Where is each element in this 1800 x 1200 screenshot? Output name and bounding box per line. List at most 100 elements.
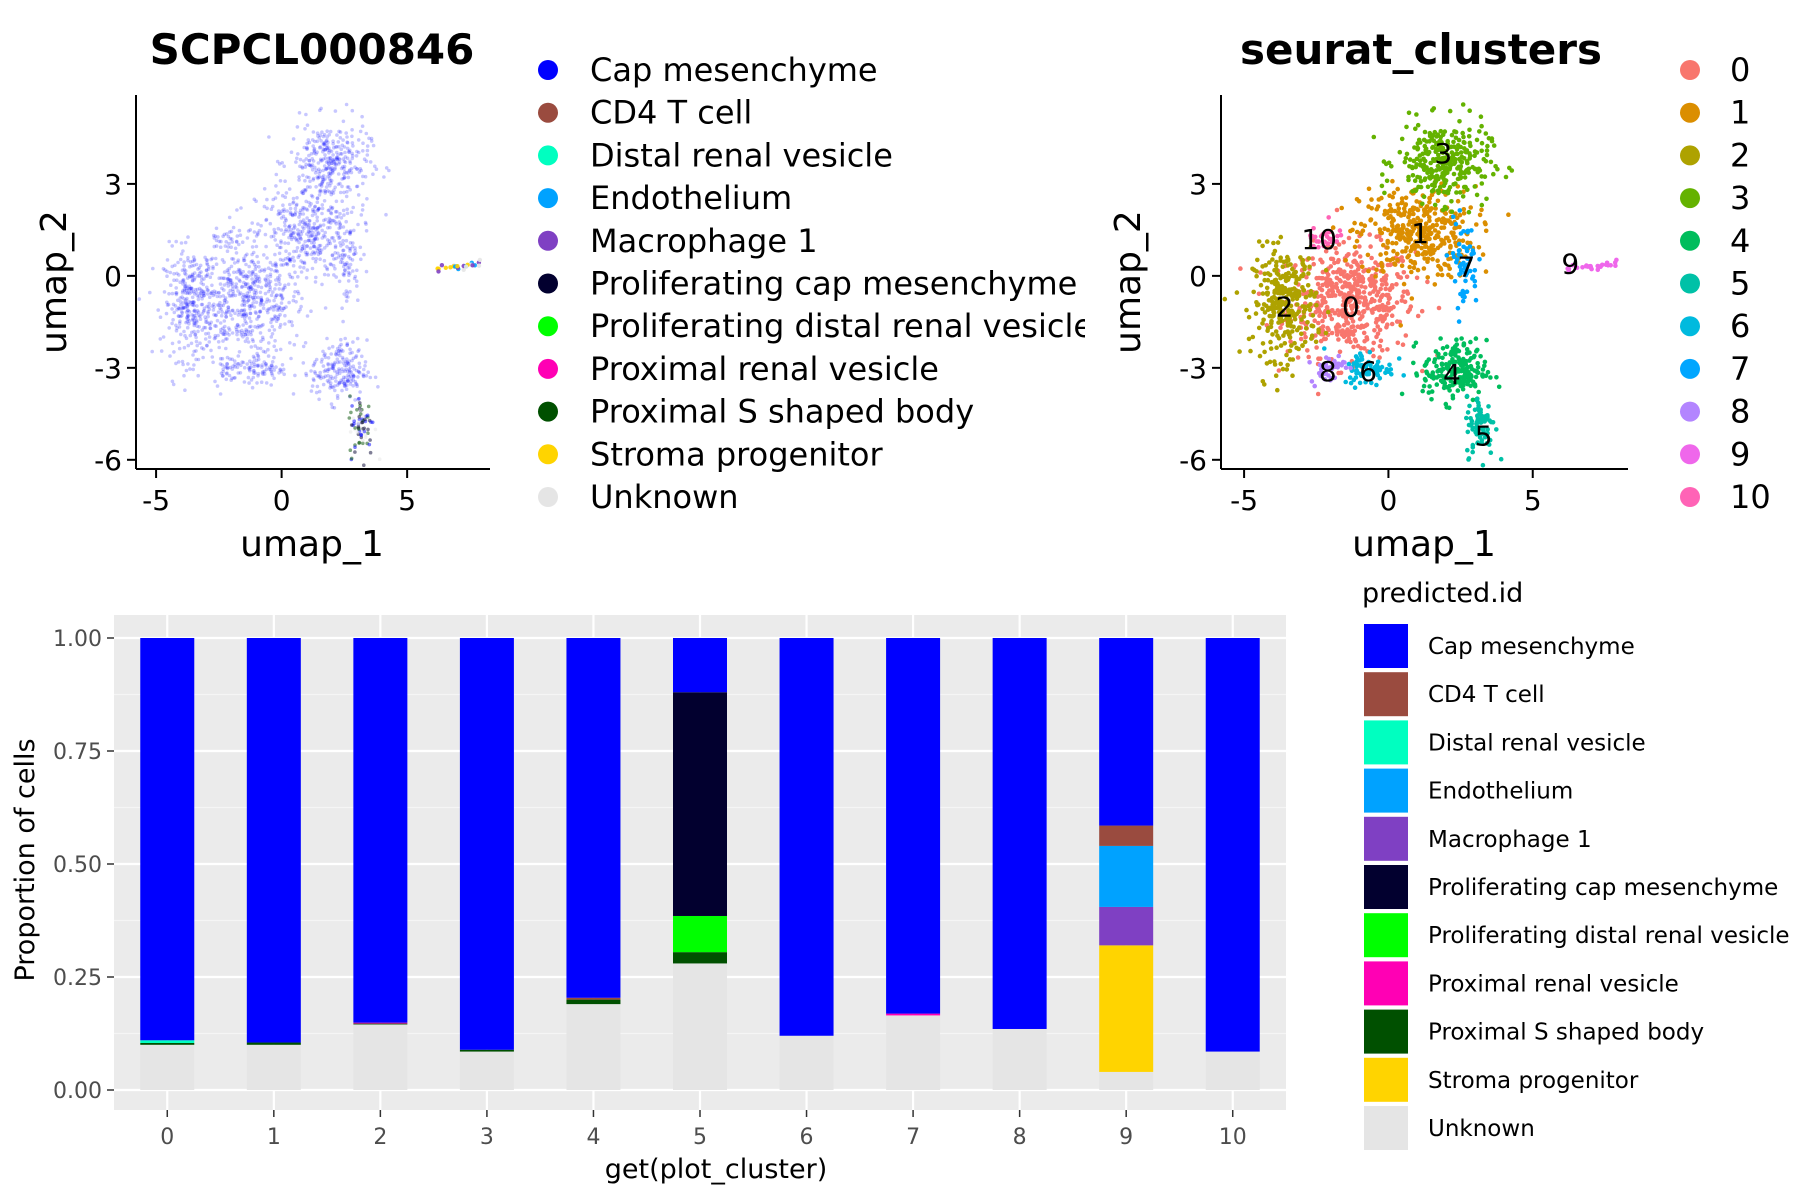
umap-clusters-point [1369,273,1375,279]
umap-celltype-point [323,352,327,356]
umap-celltype-point [244,321,249,326]
umap-celltype-point [340,252,345,257]
umap-celltype-point [309,202,313,206]
umap-celltype-point [345,229,349,234]
umap-clusters-point [1432,180,1438,185]
umap-celltype-point [216,303,220,307]
umap-celltype-point [317,389,322,394]
umap-celltype-point [317,231,321,235]
umap-celltype-point [350,153,355,158]
umap-celltype-point [262,369,267,374]
umap-celltype-point [276,316,281,321]
umap-celltype-point [300,189,305,194]
bar-segment [246,638,301,1043]
umap-celltype-point [186,258,190,263]
umap-celltype-point [348,256,353,261]
umap-celltype-point [302,188,307,192]
umap-celltype-point [350,156,355,161]
umap-celltype-point [235,260,240,264]
umap-celltype-point [331,385,335,390]
umap-clusters-point [1411,360,1416,366]
umap-celltype-point [245,300,249,304]
umap-celltype-point [278,322,283,327]
umap-celltype-point [168,270,173,275]
umap-celltype-point [238,268,242,272]
umap-celltype-point [307,153,311,158]
umap-celltype-point [338,223,342,227]
x-tick-label: -5 [142,484,170,517]
umap-clusters-point [1432,247,1437,253]
umap-clusters-point [1472,353,1477,359]
umap-clusters-point [1434,382,1440,387]
umap-celltype-point [302,206,307,210]
umap-celltype-point [270,365,275,370]
umap-clusters-point [1464,351,1470,356]
umap-celltype-point [175,307,179,312]
umap-celltype-point [278,179,283,183]
umap-celltype-point [373,427,378,432]
umap-celltype-point [312,244,317,249]
umap-celltype-point [238,233,243,237]
umap-celltype-point [320,130,324,134]
umap-clusters-point [1400,258,1406,264]
umap-celltype-point [252,297,256,302]
umap-celltype-point [221,294,226,298]
umap-celltype-point [268,221,273,226]
umap-celltype-point [326,148,330,152]
umap-celltype-point [252,305,257,309]
umap-clusters-point [1454,146,1460,152]
umap-celltype-point [310,233,314,238]
umap-clusters-point [1344,339,1350,344]
umap-celltype-point [361,203,365,207]
umap-celltype-point [245,291,250,296]
umap-celltype-point [175,326,179,330]
umap-celltype-point [357,365,362,370]
umap-celltype-point [236,313,241,317]
umap-clusters-point [1444,344,1450,350]
umap-clusters-point [1278,234,1284,240]
umap-celltype-point [270,204,275,209]
umap-celltype-point [289,356,293,361]
umap-celltype-point [201,347,206,351]
umap-clusters-point [1360,228,1366,233]
umap-celltype-point [340,355,345,360]
umap-celltype-point [335,372,340,377]
umap-celltype-point [272,368,277,372]
umap-celltype-point [311,207,315,212]
umap-celltype-point [187,310,192,314]
umap-clusters-point [1457,208,1463,213]
umap-celltype-point [321,177,325,181]
y-tick-label: -6 [94,444,122,477]
umap-clusters-point [1293,274,1299,280]
umap-celltype-point [232,261,237,265]
umap-celltype-point [350,404,354,408]
umap-clusters-point [1382,226,1387,231]
umap-clusters-point [1488,159,1494,165]
umap-clusters-point [1352,385,1358,391]
umap-clusters-point [1456,319,1462,324]
umap-clusters-point [1352,269,1358,275]
umap-celltype-point [275,269,280,274]
umap-celltype-point [265,297,270,302]
umap-clusters-point [1310,313,1316,318]
umap-celltype-point [349,423,354,427]
umap-clusters-point [1436,351,1441,357]
umap-celltype-point [296,152,300,156]
umap-celltype-point [228,365,232,370]
umap-cluster-label: 4 [1443,358,1461,391]
umap-celltype-point [228,288,232,293]
umap-clusters-point [1272,359,1277,364]
umap-clusters-point [1386,160,1392,166]
umap-celltype-point [228,357,232,361]
umap-clusters-point [1343,379,1348,385]
umap-celltype-point [251,250,256,255]
umap-celltype-point [338,235,342,240]
umap-celltype-point [307,140,312,145]
umap-celltype-point [282,207,286,212]
umap-celltype-point [470,263,475,268]
umap-celltype-point [200,328,205,332]
umap-celltype-point [294,238,299,243]
umap-celltype-point [240,308,244,313]
umap-celltype-point [241,360,246,365]
umap-clusters-point [1329,308,1334,314]
